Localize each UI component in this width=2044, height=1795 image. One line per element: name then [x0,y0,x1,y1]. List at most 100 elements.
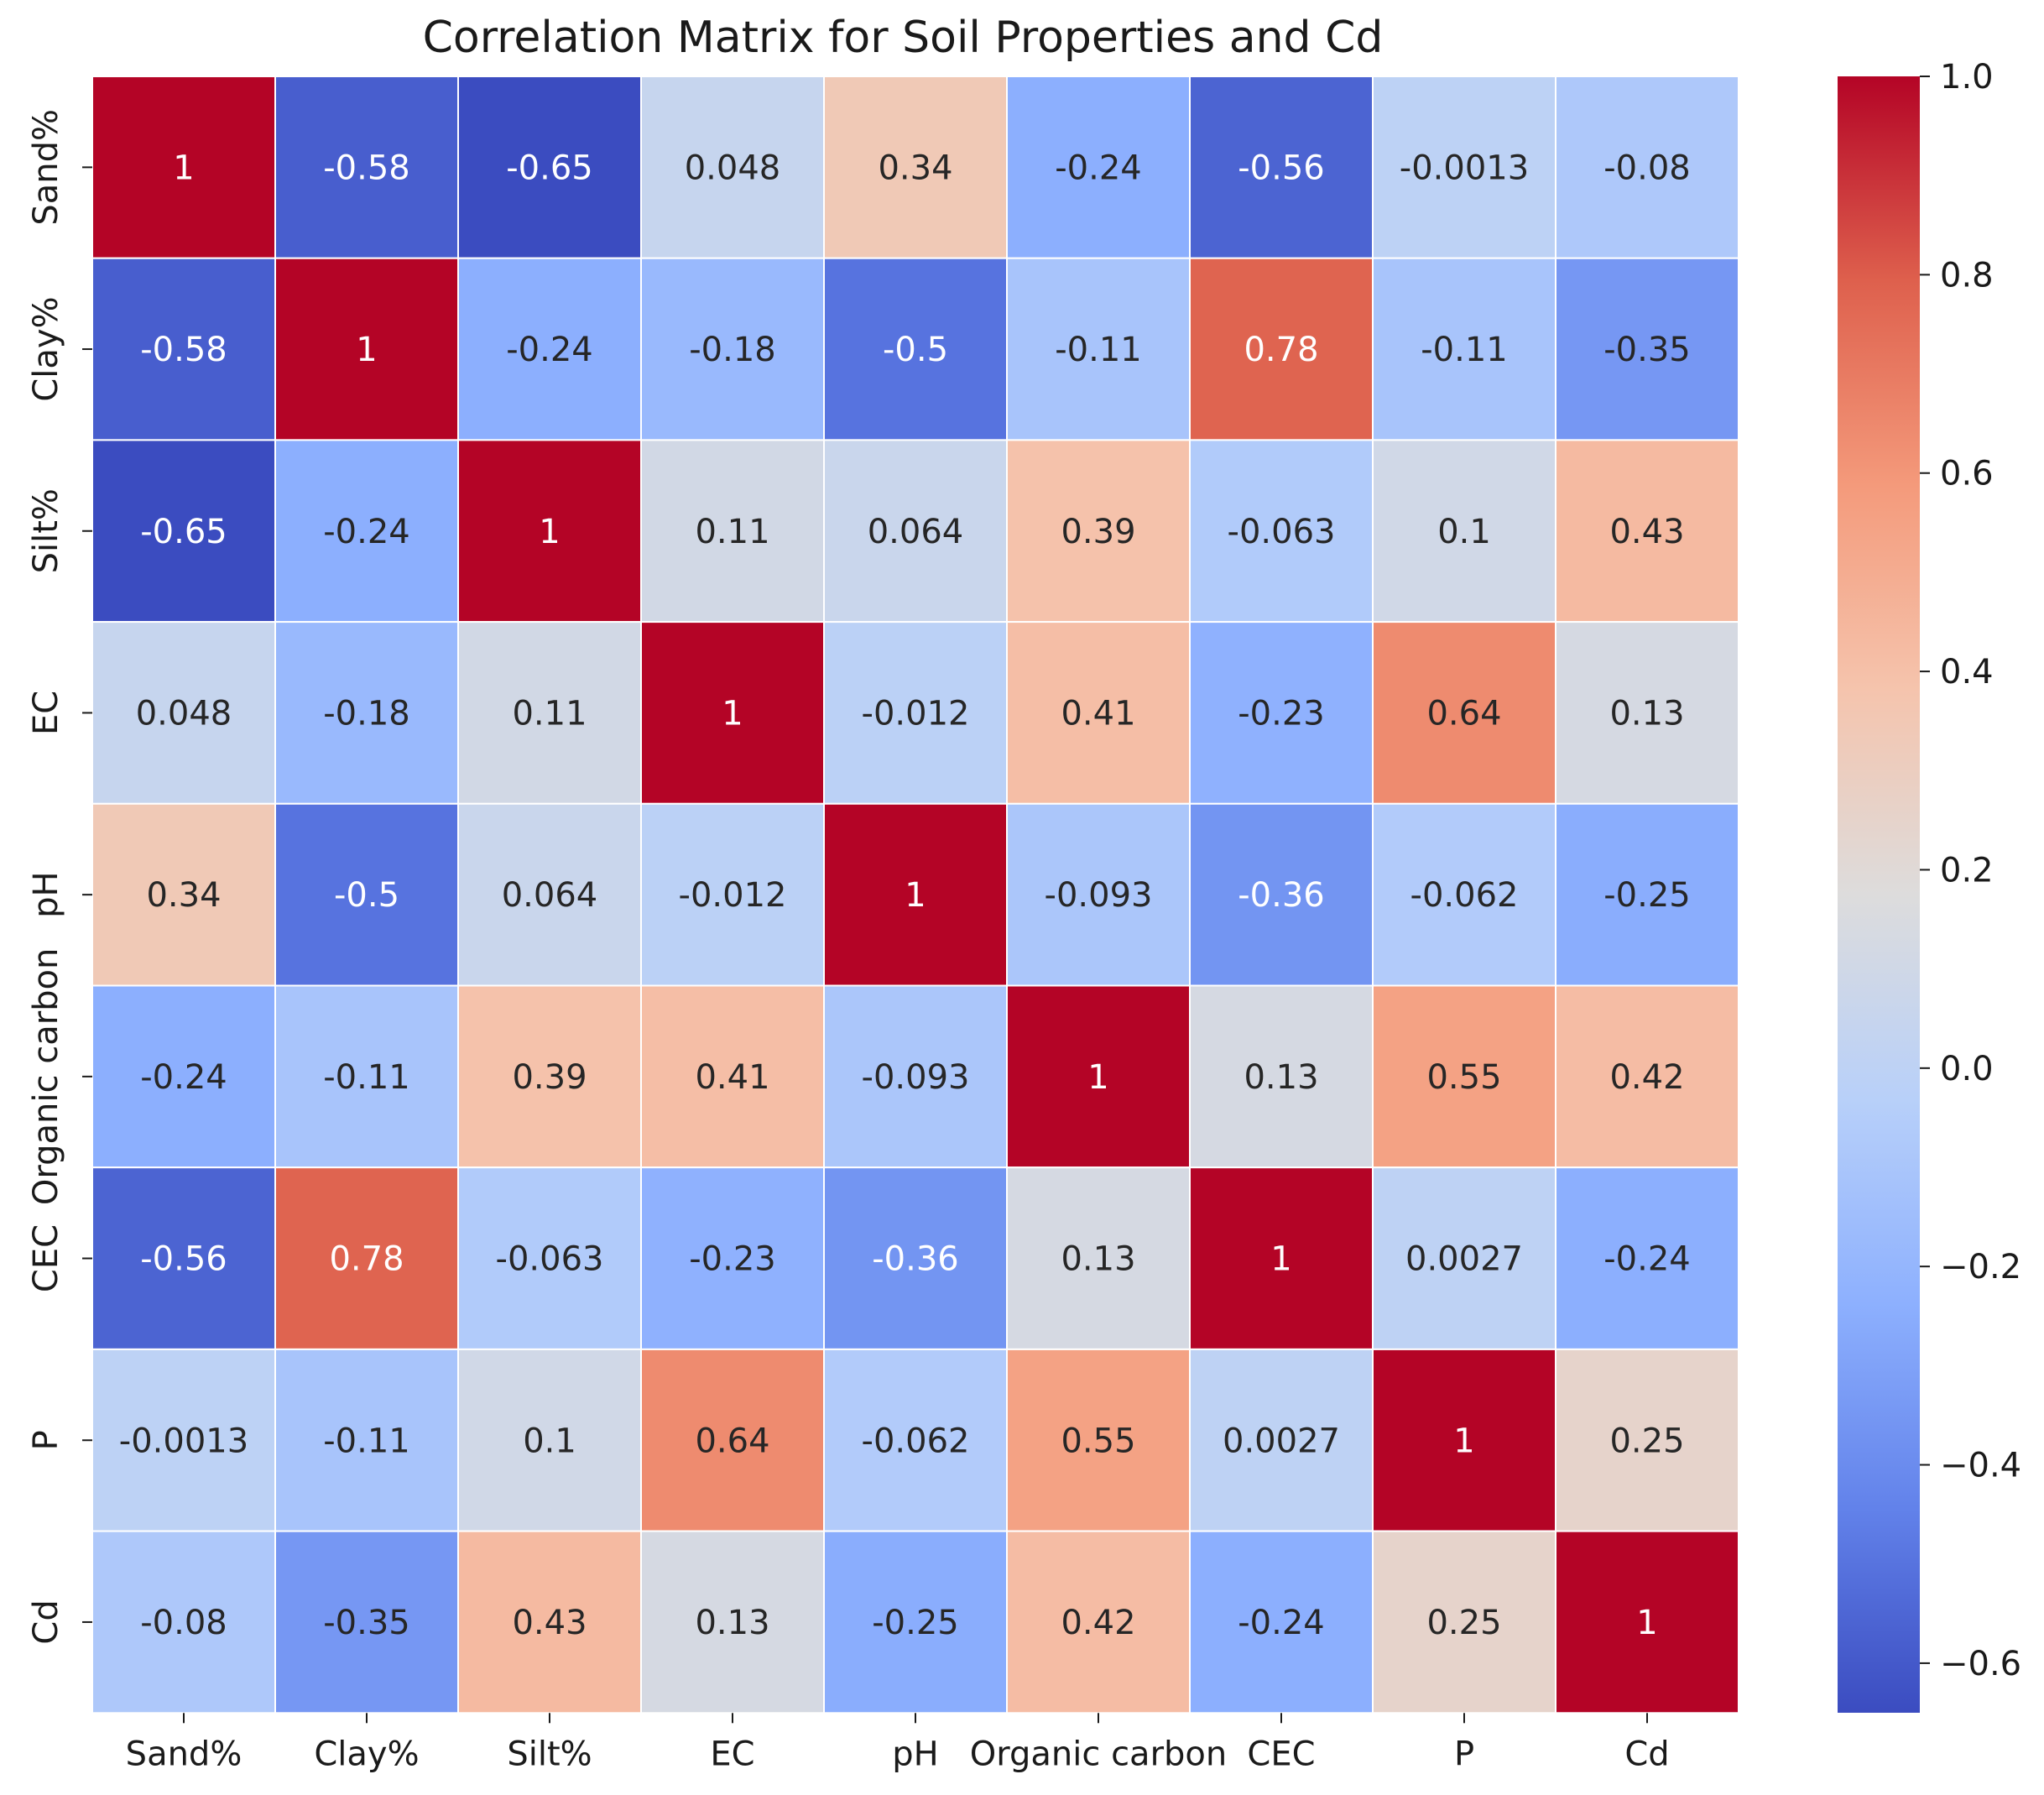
heatmap-cell-label: -0.56 [1238,149,1325,187]
heatmap-cell-label: -0.24 [323,513,410,551]
heatmap-cell [823,76,1008,259]
heatmap-cell [457,1166,642,1350]
heatmap-cell-label: 0.39 [1061,513,1135,551]
heatmap-cell-label: 0.13 [1609,694,1684,733]
heatmap-cell [823,439,1008,624]
x-tick-label: pH [892,1735,938,1773]
heatmap-cell-label: 0.11 [512,694,587,733]
heatmap-cell-label: 0.64 [1426,694,1501,733]
heatmap-cell [274,1166,459,1350]
heatmap-cell-label: -0.0013 [119,1422,248,1460]
heatmap-cell-label: -0.093 [862,1058,970,1097]
colorbar-tick-label: 0.0 [1940,1050,1994,1088]
heatmap-cell-label: -0.35 [323,1604,410,1642]
heatmap-cell [640,257,825,441]
colorbar-tick-label: −0.6 [1940,1645,2021,1683]
heatmap-cell-label: 0.41 [695,1058,769,1097]
heatmap-cell-label: 0.25 [1609,1422,1684,1460]
heatmap-cell [1372,621,1556,805]
heatmap-cell [274,439,459,624]
heatmap-cell-label: 0.13 [1244,1058,1318,1097]
heatmap-cell-label: -0.012 [862,694,970,733]
heatmap-cell [640,802,825,987]
y-tick-label: Organic carbon [27,948,65,1205]
x-tick-label: CEC [1247,1735,1315,1773]
heatmap-cell [1372,1166,1556,1350]
y-axis-ticks: Sand% Clay% Silt% EC pH Organic carbon CEC P Cd [27,109,92,1645]
heatmap-cell-label: -0.5 [334,876,399,915]
x-tick-label: Cd [1624,1735,1669,1773]
heatmap-cell-label: 0.11 [695,513,769,551]
heatmap-cell-label: -0.063 [1228,513,1336,551]
heatmap-cell-label: 1 [1087,1058,1108,1097]
heatmap-cell-label: -0.093 [1045,876,1153,915]
heatmap-cell [274,1530,459,1714]
y-tick-label: P [27,1430,65,1450]
heatmap-cell-label: 0.048 [136,694,232,733]
heatmap-cell-label: -0.65 [140,513,227,551]
heatmap-cell [640,439,825,624]
heatmap-cell-label: -0.062 [1410,876,1519,915]
heatmap-cell [640,1530,825,1714]
y-tick-label: Clay% [27,296,65,401]
heatmap-cell-label: -0.012 [679,876,787,915]
heatmap-cell [1372,257,1556,441]
heatmap-cell-label: -0.08 [1603,149,1691,187]
y-tick-label: pH [27,871,65,917]
heatmap-cell [640,984,825,1169]
heatmap-cell-label: 0.25 [1426,1604,1501,1642]
heatmap-cell [457,257,642,441]
heatmap-cell-label: 0.78 [329,1240,404,1279]
heatmap-cell [91,1348,276,1532]
heatmap-cell-label: 0.34 [878,149,952,187]
heatmap-cell-label: 0.64 [695,1422,769,1460]
heatmap-cell [91,257,276,441]
heatmap-cell [1006,1348,1191,1532]
heatmap-cell-label: 0.048 [685,149,781,187]
heatmap-cell-label: -0.65 [506,149,593,187]
heatmap-cell-label: 1 [1636,1604,1657,1642]
x-tick-label: EC [710,1735,754,1773]
heatmap-cell [1189,1166,1374,1350]
heatmap-cell [1189,1348,1374,1532]
heatmap-cell [823,1530,1008,1714]
colorbar-tick-label: −0.2 [1940,1248,2021,1286]
colorbar: 1.0 0.8 0.6 0.4 0.2 0.0 −0.2 −0.4 −0.6 [1838,58,2021,1713]
heatmap-cell [274,76,459,259]
heatmap-cell [1189,257,1374,441]
heatmap-cell-label: 0.43 [1609,513,1684,551]
heatmap-cell-label: -0.24 [1055,149,1142,187]
heatmap-cell-label: -0.062 [862,1422,970,1460]
heatmap-cell [1555,802,1739,987]
heatmap-cell [1006,802,1191,987]
heatmap-cell [457,802,642,987]
colorbar-tick-label: 0.2 [1940,851,1994,890]
heatmap-cell [91,439,276,624]
heatmap-cell [1555,621,1739,805]
heatmap-cell [1189,1530,1374,1714]
colorbar-tick-label: 0.8 [1940,256,1994,295]
heatmap-cells: 1 -0.58 -0.65 0.048 0.34 -0.24 -0.56 -0.0013 -0.… [91,76,1739,1714]
heatmap-cell [823,984,1008,1169]
heatmap-cell-label: 0.55 [1426,1058,1501,1097]
heatmap-cell-label: 1 [1453,1422,1474,1460]
heatmap-cell-label: -0.56 [140,1240,227,1279]
x-tick-label: Organic carbon [970,1735,1227,1773]
heatmap-cell-label: -0.23 [689,1240,776,1279]
heatmap-cell [823,1166,1008,1350]
heatmap-cell-label: -0.11 [1055,331,1142,369]
heatmap-cell-label: -0.08 [140,1604,227,1642]
x-axis-ticks: Sand% Clay% Silt% EC pH Organic carbon CEC P Cd [126,1713,1670,1773]
heatmap-cell [91,1166,276,1350]
colorbar-gradient [1838,76,1920,1713]
heatmap-cell [1372,76,1556,259]
heatmap-cell [823,1348,1008,1532]
heatmap-cell [1189,439,1374,624]
heatmap-cell [274,984,459,1169]
heatmap-cell [274,802,459,987]
heatmap-cell-label: -0.58 [140,331,227,369]
heatmap-cell-label: -0.063 [496,1240,604,1279]
x-tick-label: Sand% [126,1735,242,1773]
heatmap-cell-label: -0.0013 [1400,149,1529,187]
heatmap-cell-label: -0.24 [1238,1604,1325,1642]
